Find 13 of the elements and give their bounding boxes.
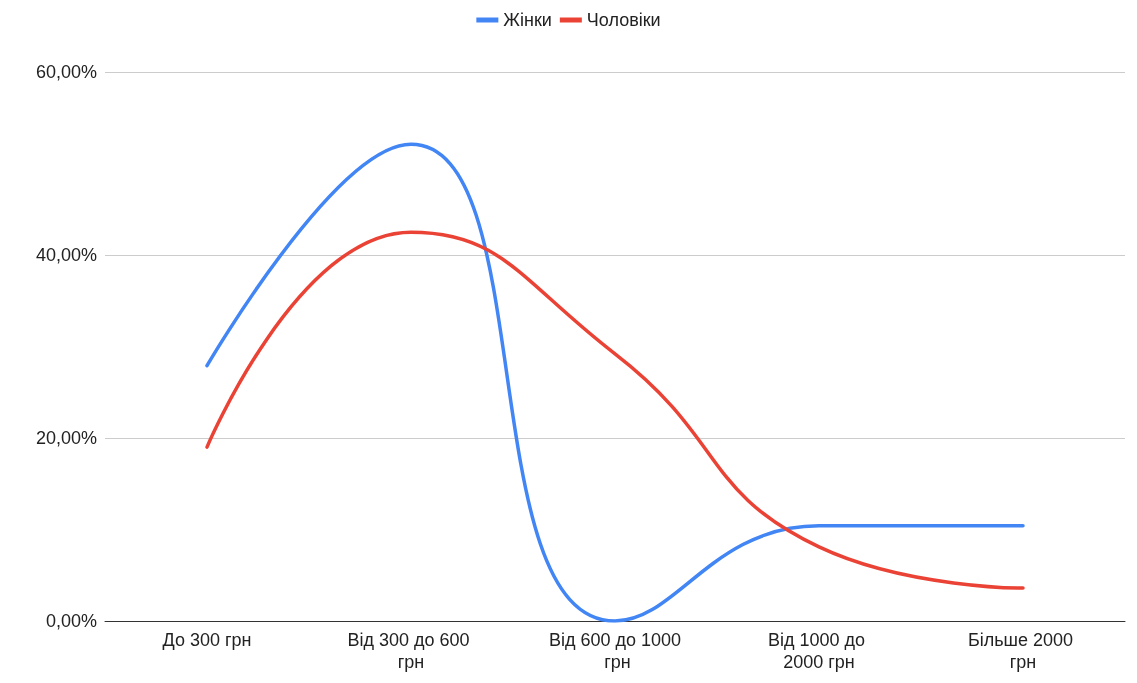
x-tick-label: Від 1000 до 2000 грн	[767, 630, 871, 672]
y-tick-label: 40,00%	[35, 245, 97, 265]
line-series	[205, 230, 1025, 590]
x-tick-label: Від 600 до 1000 грн	[548, 630, 682, 672]
y-tick-label: 0,00%	[45, 611, 97, 631]
legend-label: Жінки	[503, 10, 552, 30]
line-series	[205, 142, 1025, 623]
x-tick-label: До 300 грн	[162, 630, 252, 650]
y-tick-label: 20,00%	[35, 428, 97, 448]
x-tick-label: Більше 2000 грн	[967, 630, 1079, 672]
legend-label: Чоловіки	[586, 10, 661, 30]
x-tick-label: Від 300 до 600 грн	[347, 630, 475, 672]
y-tick-label: 60,00%	[35, 62, 97, 82]
